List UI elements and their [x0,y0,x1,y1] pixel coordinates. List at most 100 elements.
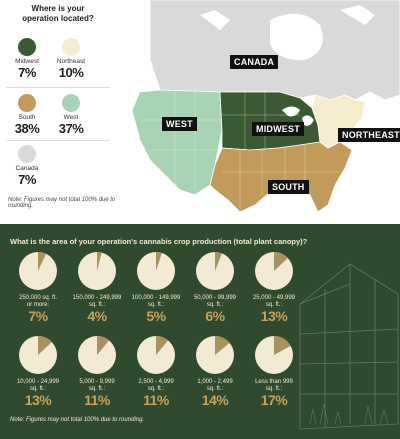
pie-value: 17% [260,392,288,408]
region-legend: Where is your operation located? Midwest… [0,0,118,222]
pie-label-line1: 2,500 - 4,999 [138,379,174,385]
pie-label-line2: sq. ft.: [147,302,165,308]
pie-label-line2: sq. ft.: [206,386,224,392]
map-label-canada: CANADA [230,55,279,69]
pie-chart [137,336,175,374]
pie-value: 11% [84,392,110,408]
map-label-west: WEST [162,117,197,131]
west-region [131,89,223,196]
pie-item: 10,000 - 24,999 sq. ft.: 13% [8,334,68,408]
pie-label: 2,500 - 4,999 sq. ft.: [126,379,186,393]
pie-slice [38,336,52,355]
legend-item-midwest: Midwest 7% [2,38,52,80]
pie-label: 5,000 - 9,999 sq. ft.: [67,379,127,393]
pie-value: 13% [24,392,52,408]
pie-label-line1: 50,000 - 99,999 [193,295,237,301]
pie-value: 4% [87,308,107,324]
legend-item-south: South 38% [2,94,52,136]
legend-value: 7% [18,65,36,80]
pie-label-line1: 10,000 - 24,999 [16,379,60,385]
pie-label-line1: 5,000 - 9,999 [79,379,115,385]
legend-label: West [63,114,79,121]
pie-item: 50,000 - 99,999 sq. ft.: 6% [185,250,245,324]
legend-divider [6,87,110,88]
legend-label: Northeast [56,58,86,65]
pie-chart [137,252,175,290]
pie-label-line2: sq. ft.: [29,386,47,392]
pie-label-line2: sq. ft.: [206,302,224,308]
legend-swatch-west [62,94,80,112]
legend-note: Note: Figures may not total 100% due to … [8,197,116,209]
map-label-midwest: MIDWEST [252,122,304,136]
map-label-northeast: NORTHEAST [338,128,400,142]
pie-item: 1,000 - 2,499 sq. ft.: 14% [185,334,245,408]
legend-swatch-canada [18,145,36,163]
pie-label: Less than 999 sq. ft.: [244,379,304,393]
legend-item-west: West 37% [46,94,96,136]
legend-item-northeast: Northeast 10% [46,38,96,80]
pie-label-line1: Less than 999 [255,379,293,385]
pie-chart [19,252,57,290]
pie-label: 100,000 - 149,999 sq. ft.: [126,295,186,309]
pie-chart [196,252,234,290]
legend-swatch-northeast [62,38,80,56]
pie-slice [97,252,102,271]
legend-title-line1: Where is your [31,4,85,13]
pie-label: 50,000 - 99,999 sq. ft.: [185,295,245,309]
pie-chart [78,252,116,290]
legend-title: Where is your operation located? [0,4,116,24]
pie-label-line2: sq. ft.: [88,302,106,308]
pie-slice [156,336,169,355]
pie-item: 25,000 - 49,999 sq. ft.: 13% [244,250,304,324]
pie-item: 2,500 - 4,999 sq. ft.: 11% [126,334,186,408]
pie-item: 150,000 - 249,999 sq. ft.: 4% [67,250,127,324]
pie-slice [274,252,288,271]
greenhouse-illustration [299,263,399,430]
pie-value: 7% [28,308,48,324]
legend-title-line2: operation located? [22,14,94,23]
pie-slice [156,252,162,271]
pie-value: 5% [146,308,166,324]
pie-label-line1: 250,000 sq. ft. [18,295,58,301]
legend-label: Canada [15,165,39,172]
pie-chart [196,336,234,374]
region-map-section: CANADA WEST MIDWEST NORTHEAST SOUTH Wher… [0,0,400,222]
pie-slice [97,336,110,355]
pie-chart [255,252,293,290]
pie-value: 13% [260,308,288,324]
pie-item: 100,000 - 149,999 sq. ft.: 5% [126,250,186,324]
legend-value: 37% [58,121,84,136]
pie-label-line1: 150,000 - 249,999 [72,295,122,301]
map-label-south: SOUTH [268,180,309,194]
crop-note: Note: Figures may not total 100% due to … [10,417,145,423]
pie-chart [19,336,57,374]
pie-label: 1,000 - 2,499 sq. ft.: [185,379,245,393]
pie-label-line2: sq. ft.: [265,386,283,392]
crop-question-title: What is the area of your operation's can… [10,237,308,246]
pie-label-line2: or more: [26,302,50,308]
pie-chart [255,336,293,374]
legend-label: South [18,114,36,121]
pie-label-line1: 1,000 - 2,499 [197,379,233,385]
pie-value: 11% [143,392,169,408]
pie-label: 25,000 - 49,999 sq. ft.: [244,295,304,309]
pie-slice [274,336,291,355]
legend-value: 10% [58,65,84,80]
pie-slice [215,252,222,271]
pie-label-line2: sq. ft.: [265,302,283,308]
legend-swatch-midwest [18,38,36,56]
pie-label: 250,000 sq. ft. or more: [8,295,68,309]
pie-chart [78,336,116,374]
legend-value: 7% [18,172,36,187]
legend-label: Midwest [15,58,39,65]
pie-label: 10,000 - 24,999 sq. ft.: [8,379,68,393]
pie-item: Less than 999 sq. ft.: 17% [244,334,304,408]
pie-label-line2: sq. ft.: [88,386,106,392]
crop-area-section: What is the area of your operation's can… [0,224,400,439]
pie-value: 6% [205,308,225,324]
pie-item: 250,000 sq. ft. or more: 7% [8,250,68,324]
legend-value: 38% [14,121,40,136]
legend-item-canada: Canada 7% [2,145,52,187]
pie-label-line1: 100,000 - 149,999 [131,295,181,301]
pie-label: 150,000 - 249,999 sq. ft.: [67,295,127,309]
